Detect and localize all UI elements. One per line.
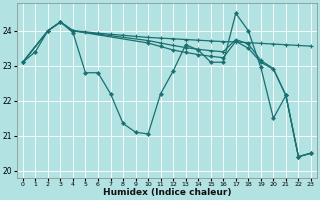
X-axis label: Humidex (Indice chaleur): Humidex (Indice chaleur) — [103, 188, 231, 197]
